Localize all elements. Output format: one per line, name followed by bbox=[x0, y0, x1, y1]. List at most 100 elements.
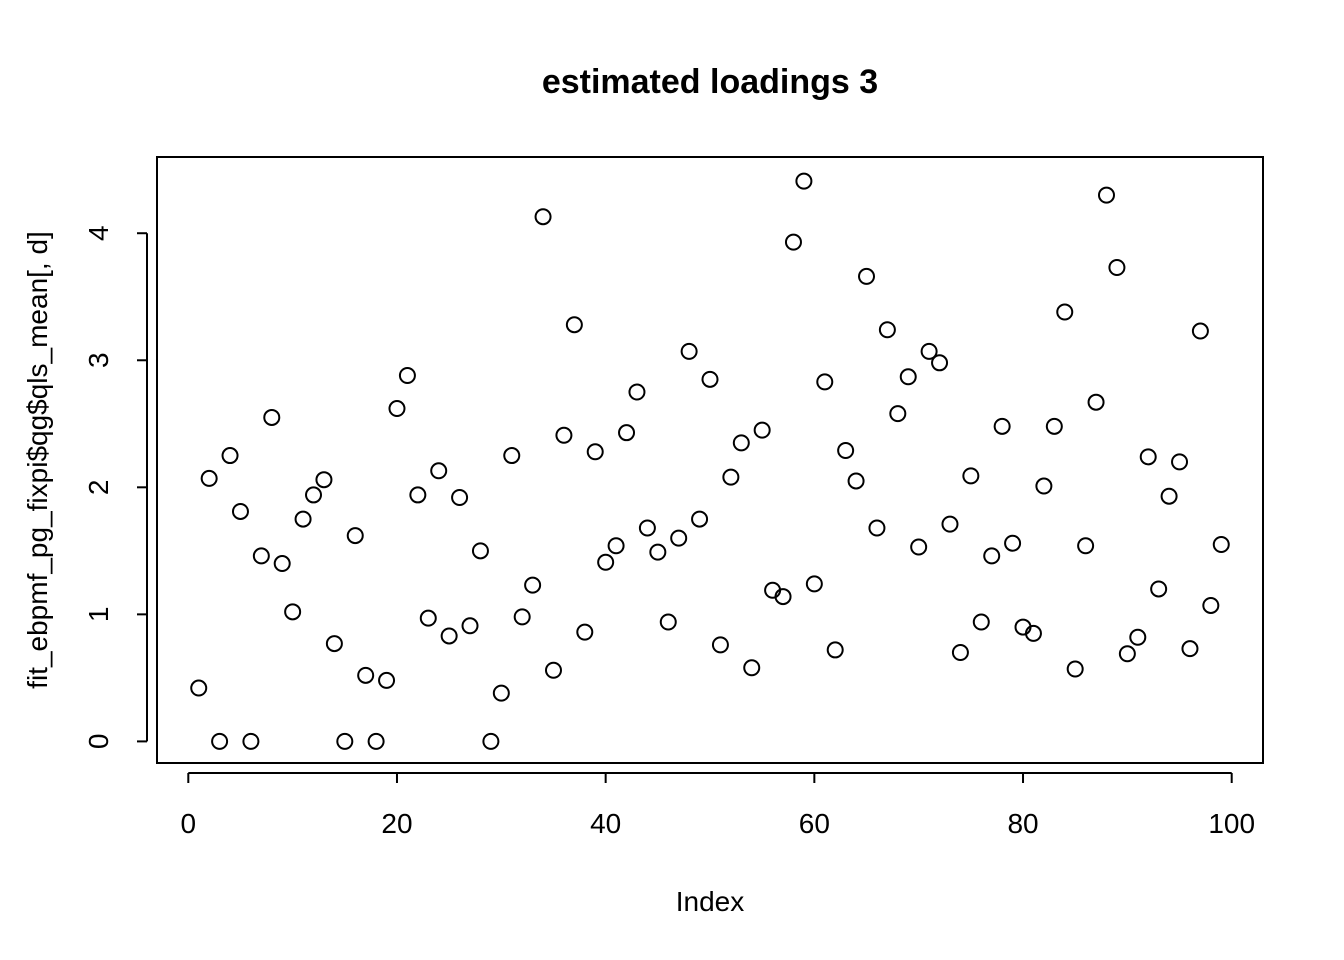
data-point bbox=[565, 316, 583, 334]
data-point bbox=[357, 666, 375, 684]
data-point bbox=[242, 732, 260, 750]
data-point bbox=[273, 555, 291, 573]
data-point bbox=[983, 547, 1001, 565]
data-point bbox=[231, 502, 249, 520]
data-point bbox=[555, 426, 573, 444]
data-point bbox=[346, 527, 364, 545]
data-point bbox=[336, 732, 354, 750]
y-tick-label: 2 bbox=[83, 480, 114, 496]
data-point bbox=[743, 659, 761, 677]
x-tick-label: 0 bbox=[181, 808, 197, 839]
data-point bbox=[1212, 535, 1230, 553]
x-axis: 0 20 40 60 80 100 bbox=[181, 772, 1255, 839]
data-point bbox=[795, 172, 813, 190]
data-point bbox=[774, 588, 792, 606]
data-point bbox=[878, 321, 896, 339]
data-point bbox=[482, 732, 500, 750]
data-point bbox=[315, 471, 333, 489]
data-point bbox=[1129, 628, 1147, 646]
data-point bbox=[586, 443, 604, 461]
data-point bbox=[451, 488, 469, 506]
x-tick-label: 60 bbox=[799, 808, 830, 839]
data-point bbox=[294, 510, 312, 528]
data-point bbox=[503, 447, 521, 465]
data-point bbox=[941, 515, 959, 533]
x-axis-label: Index bbox=[676, 886, 745, 917]
data-point bbox=[670, 529, 688, 547]
data-point bbox=[544, 661, 562, 679]
y-axis: 0 1 2 3 4 bbox=[83, 225, 148, 750]
data-point bbox=[524, 576, 542, 594]
x-tick-label: 100 bbox=[1208, 808, 1255, 839]
data-point bbox=[513, 608, 531, 626]
data-point bbox=[534, 208, 552, 226]
data-point bbox=[200, 469, 218, 487]
data-point bbox=[419, 609, 437, 627]
x-tick-label: 20 bbox=[381, 808, 412, 839]
y-tick-label: 1 bbox=[83, 607, 114, 623]
data-point bbox=[1066, 660, 1084, 678]
data-point bbox=[701, 370, 719, 388]
data-points bbox=[190, 172, 1230, 750]
data-point bbox=[691, 510, 709, 528]
data-point bbox=[899, 368, 917, 386]
data-point bbox=[659, 613, 677, 631]
data-point bbox=[398, 367, 416, 385]
data-point bbox=[492, 684, 510, 702]
data-point bbox=[847, 472, 865, 490]
data-point bbox=[1191, 322, 1209, 340]
data-point bbox=[1181, 640, 1199, 658]
data-point bbox=[618, 424, 636, 442]
data-point bbox=[576, 623, 594, 641]
x-tick-label: 80 bbox=[1007, 808, 1038, 839]
y-tick-label: 4 bbox=[83, 225, 114, 241]
data-point bbox=[951, 643, 969, 661]
data-point bbox=[711, 636, 729, 654]
data-point bbox=[816, 373, 834, 391]
data-point bbox=[638, 519, 656, 537]
data-point bbox=[1108, 259, 1126, 277]
data-point bbox=[805, 575, 823, 593]
data-point bbox=[1097, 186, 1115, 204]
data-point bbox=[325, 635, 343, 653]
data-point bbox=[649, 543, 667, 561]
data-point bbox=[837, 441, 855, 459]
data-point bbox=[263, 408, 281, 426]
data-point bbox=[430, 462, 448, 480]
data-point bbox=[211, 732, 229, 750]
plot-frame bbox=[156, 156, 1264, 764]
data-point bbox=[931, 354, 949, 372]
data-point bbox=[190, 679, 208, 697]
data-point bbox=[972, 613, 990, 631]
y-tick-label: 0 bbox=[83, 734, 114, 750]
data-point bbox=[1139, 448, 1157, 466]
data-point bbox=[1202, 596, 1220, 614]
data-point bbox=[367, 732, 385, 750]
x-tick-label: 40 bbox=[590, 808, 621, 839]
data-point bbox=[284, 603, 302, 621]
data-point bbox=[910, 538, 928, 556]
data-point bbox=[920, 342, 938, 360]
data-point bbox=[1004, 534, 1022, 552]
data-point bbox=[868, 519, 886, 537]
data-point bbox=[858, 267, 876, 285]
data-point bbox=[1077, 537, 1095, 555]
data-point bbox=[680, 342, 698, 360]
data-point bbox=[628, 383, 646, 401]
chart-title: estimated loadings 3 bbox=[542, 63, 878, 101]
data-point bbox=[1118, 645, 1136, 663]
data-point bbox=[993, 417, 1011, 435]
data-point bbox=[409, 486, 427, 504]
data-point bbox=[378, 671, 396, 689]
data-point bbox=[1035, 477, 1053, 495]
data-point bbox=[388, 400, 406, 418]
data-point bbox=[252, 547, 270, 565]
y-axis-label: fit_ebpmf_pg_fixpi$qg$qls_mean[, d] bbox=[22, 231, 53, 689]
data-point bbox=[440, 627, 458, 645]
data-point bbox=[784, 233, 802, 251]
data-point bbox=[305, 486, 323, 504]
data-point bbox=[962, 467, 980, 485]
data-point bbox=[753, 421, 771, 439]
data-point bbox=[732, 434, 750, 452]
